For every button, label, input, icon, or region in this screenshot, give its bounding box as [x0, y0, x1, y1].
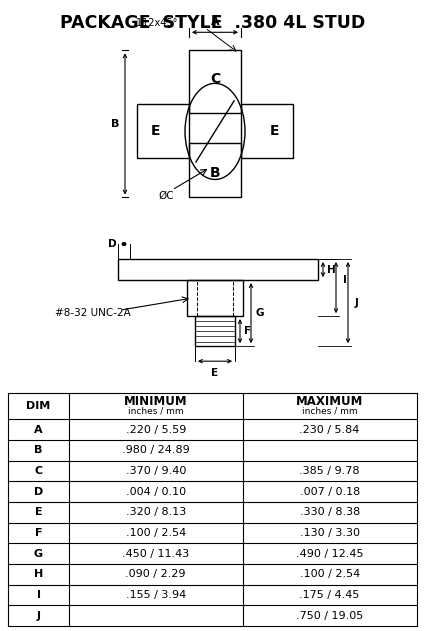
Text: inches / mm: inches / mm [128, 407, 184, 416]
Text: C: C [34, 466, 43, 476]
Text: B: B [210, 166, 220, 180]
Text: F: F [244, 326, 252, 336]
Text: D: D [34, 487, 43, 497]
Text: .004 / 0.10: .004 / 0.10 [126, 487, 186, 497]
Bar [195, 316, 235, 346]
Text: C: C [210, 72, 220, 86]
Text: H: H [34, 569, 43, 579]
Text: .112x45°: .112x45° [133, 18, 177, 28]
Text: .220 / 5.59: .220 / 5.59 [125, 425, 186, 435]
Text: MINIMUM: MINIMUM [124, 395, 187, 408]
Text: .175 / 4.45: .175 / 4.45 [300, 590, 360, 600]
Text: .370 / 9.40: .370 / 9.40 [125, 466, 186, 476]
Text: ØC: ØC [158, 191, 174, 201]
Text: .750 / 19.05: .750 / 19.05 [296, 611, 363, 620]
Text: J: J [37, 611, 40, 620]
Text: D: D [108, 239, 116, 249]
Bar [189, 143, 241, 198]
Text: .130 / 3.30: .130 / 3.30 [300, 528, 360, 538]
Text: .330 / 8.38: .330 / 8.38 [300, 507, 360, 517]
Text: E: E [270, 124, 280, 138]
Text: .100 / 2.54: .100 / 2.54 [300, 569, 360, 579]
Text: I: I [343, 275, 347, 285]
Text: B: B [34, 445, 43, 455]
Text: .980 / 24.89: .980 / 24.89 [122, 445, 190, 455]
Text: F: F [35, 528, 42, 538]
Bar [189, 50, 241, 114]
Text: #8-32 UNC-2A: #8-32 UNC-2A [55, 308, 131, 318]
Bar [137, 104, 189, 158]
Text: .450 / 11.43: .450 / 11.43 [122, 548, 189, 558]
Text: H: H [327, 264, 335, 274]
Text: .490 / 12.45: .490 / 12.45 [296, 548, 363, 558]
Bar [241, 104, 293, 158]
Text: A: A [211, 17, 219, 27]
Text: .100 / 2.54: .100 / 2.54 [125, 528, 186, 538]
Text: E: E [211, 369, 218, 378]
Text: .090 / 2.29: .090 / 2.29 [125, 569, 186, 579]
Bar [118, 259, 318, 280]
Text: MAXIMUM: MAXIMUM [296, 395, 363, 408]
Text: G: G [256, 308, 264, 318]
Text: .155 / 3.94: .155 / 3.94 [125, 590, 186, 600]
Text: A: A [34, 425, 43, 435]
Text: DIM: DIM [26, 401, 51, 411]
Text: .007 / 0.18: .007 / 0.18 [300, 487, 360, 497]
Text: E: E [35, 507, 42, 517]
Text: .230 / 5.84: .230 / 5.84 [300, 425, 360, 435]
Text: PACKAGE  STYLE  .380 4L STUD: PACKAGE STYLE .380 4L STUD [60, 14, 365, 32]
Text: .385 / 9.78: .385 / 9.78 [299, 466, 360, 476]
Text: .320 / 8.13: .320 / 8.13 [125, 507, 186, 517]
Text: I: I [37, 590, 40, 600]
Text: E: E [150, 124, 160, 138]
Bar [187, 280, 243, 316]
Text: J: J [355, 298, 359, 308]
Text: B: B [111, 119, 119, 129]
Text: G: G [34, 548, 43, 558]
Text: inches / mm: inches / mm [302, 407, 357, 416]
